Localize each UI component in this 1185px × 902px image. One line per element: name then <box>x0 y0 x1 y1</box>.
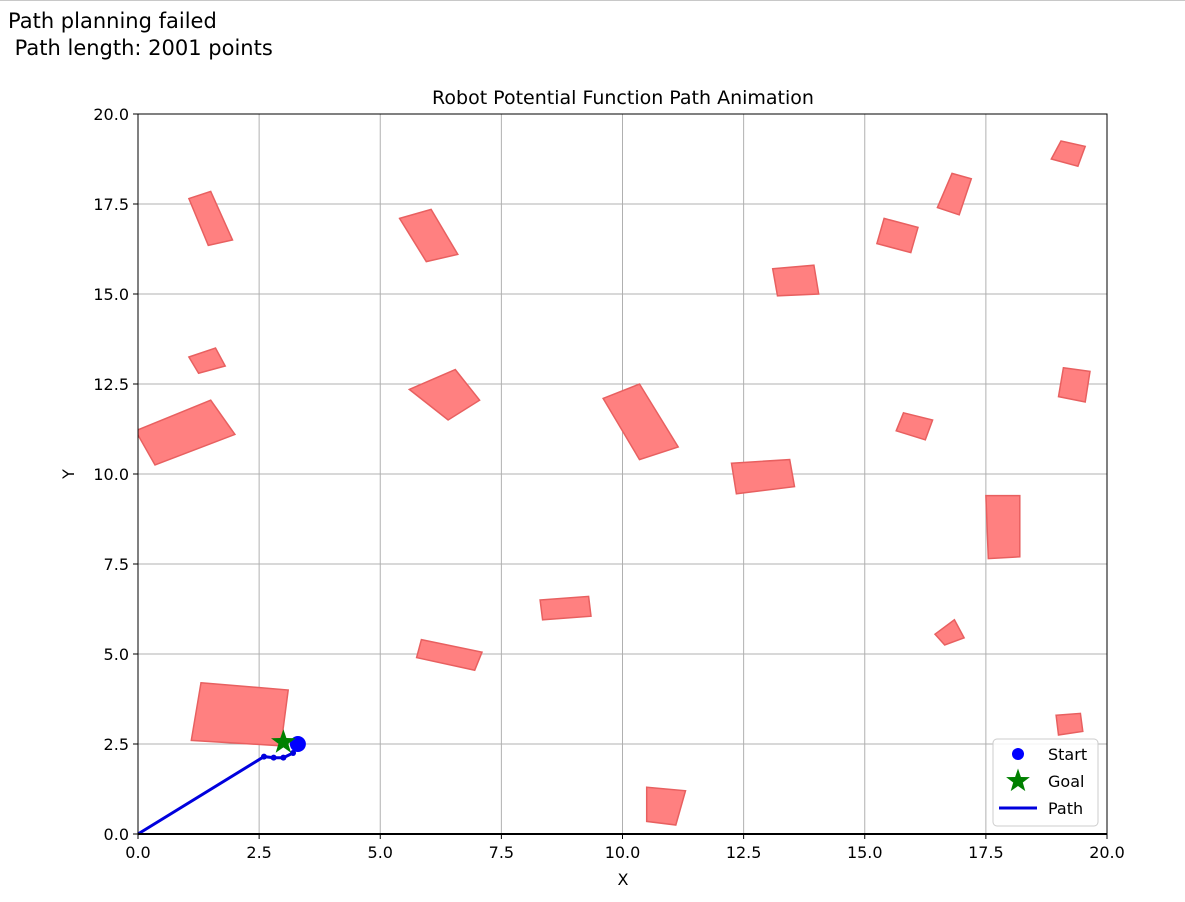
legend-box <box>992 738 1099 827</box>
obstacle <box>539 595 592 621</box>
chart-title: Robot Potential Function Path Animation <box>432 87 814 109</box>
path-point <box>280 754 287 761</box>
status-line-1: Path planning failed <box>8 9 217 33</box>
y-tick-label: 5.0 <box>104 645 129 664</box>
x-tick-label: 17.5 <box>968 843 1004 862</box>
status-line-2: Path length: 2001 points <box>8 36 273 60</box>
y-axis-label: Y <box>59 469 78 480</box>
obstacle <box>187 190 234 247</box>
x-tick-label: 10.0 <box>605 843 641 862</box>
obstacle <box>936 172 973 216</box>
x-tick-label: 12.5 <box>726 843 762 862</box>
obstacle <box>895 411 934 441</box>
legend-start-dot <box>1012 748 1024 760</box>
x-axis-label: X <box>618 870 629 889</box>
obstacle <box>602 383 680 461</box>
y-tick-label: 12.5 <box>93 375 129 394</box>
obstacle <box>985 494 1021 560</box>
x-tick-label: 0.0 <box>125 843 150 862</box>
y-tick-label: 17.5 <box>93 195 129 214</box>
obstacle <box>1057 366 1091 403</box>
obstacle <box>730 458 796 495</box>
obstacle <box>407 368 481 421</box>
obstacle <box>1055 712 1084 736</box>
y-tick-label: 10.0 <box>93 465 129 484</box>
obstacle <box>645 786 687 826</box>
obstacle <box>190 681 290 747</box>
obstacle <box>138 399 237 466</box>
x-tick-label: 15.0 <box>847 843 883 862</box>
x-tick-label: 20.0 <box>1089 843 1125 862</box>
y-tick-label: 7.5 <box>104 555 129 574</box>
obstacle <box>875 217 919 254</box>
x-tick-label: 7.5 <box>489 843 514 862</box>
obstacle <box>933 618 966 646</box>
obstacle <box>1050 140 1087 168</box>
y-tick-label: 2.5 <box>104 735 129 754</box>
y-tick-label: 0.0 <box>104 825 129 844</box>
legend-label: Path <box>1048 799 1083 818</box>
x-tick-label: 5.0 <box>368 843 393 862</box>
legend-label: Goal <box>1048 772 1084 791</box>
start-marker <box>289 736 306 752</box>
obstacle <box>771 264 820 297</box>
path-point <box>290 750 297 756</box>
y-tick-label: 20.0 <box>93 105 129 124</box>
path-point <box>260 753 267 760</box>
x-tick-label: 2.5 <box>246 843 271 862</box>
obstacle <box>398 208 459 263</box>
obstacle <box>187 347 227 375</box>
legend-label: Start <box>1048 745 1087 764</box>
status-message: Path planning failed Path length: 2001 p… <box>8 8 273 62</box>
obstacle <box>415 638 484 672</box>
y-tick-label: 15.0 <box>93 285 129 304</box>
path-point <box>270 754 277 761</box>
goal-marker <box>271 729 296 753</box>
window-top-border <box>0 0 1185 1</box>
legend-goal-star <box>1006 768 1030 792</box>
